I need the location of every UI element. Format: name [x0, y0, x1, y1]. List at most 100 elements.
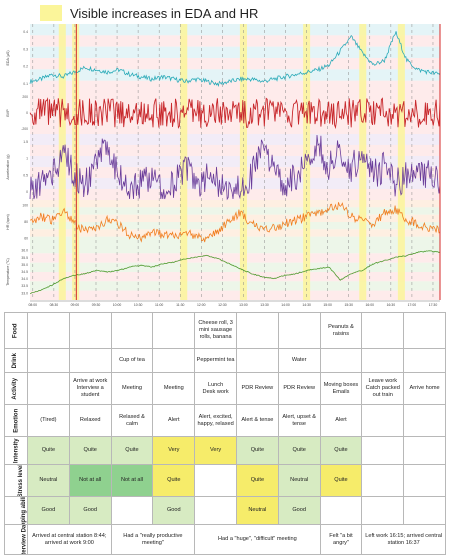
table-cell: Quite	[27, 436, 70, 465]
table-cell	[361, 464, 405, 497]
panel-band	[30, 145, 440, 156]
x-tick-label: 08:00	[29, 303, 38, 307]
table-cell	[68, 312, 112, 349]
y-tick-label: 1.5	[23, 140, 28, 144]
panel-band	[30, 24, 440, 36]
table-cell	[27, 372, 70, 405]
table-row: Interview Data Arrived at central station…	[4, 524, 446, 555]
table-cell: Neutral	[27, 464, 70, 497]
table-cell	[403, 404, 446, 437]
y-tick-label: 1	[26, 157, 28, 161]
y-axis-label: Acceleration (g)	[6, 154, 10, 179]
table-cell: Quite	[235, 436, 279, 465]
row-label: Coping ability	[4, 496, 28, 525]
x-tick-label: 13:00	[239, 303, 248, 307]
y-axis-label: HR (bpm)	[6, 214, 10, 230]
x-tick-label: 16:00	[366, 303, 375, 307]
x-tick-label: 09:00	[71, 303, 80, 307]
row-label: Stress level	[4, 464, 28, 497]
y-tick-label: 200	[22, 95, 28, 99]
y-axis-label: EDA (µS)	[6, 50, 10, 65]
x-tick-label: 17:00	[408, 303, 417, 307]
table-row: Drink Cup of tea Peppermint tea Water	[4, 348, 446, 373]
panel-band	[30, 178, 440, 189]
y-axis-label: BVP	[6, 109, 10, 117]
y-tick-label: 0	[26, 111, 28, 115]
table-cell: Not at all	[68, 464, 112, 497]
table-cell	[403, 436, 446, 465]
table-cell: Cheese roll, 3 mini sausage rolls, banan…	[194, 312, 237, 349]
table-cell: Relaxed & calm	[110, 404, 154, 437]
table-cell: Quite	[319, 464, 363, 497]
y-tick-label: 35.0	[21, 263, 28, 267]
row-label: Food	[4, 312, 28, 349]
panel-band	[30, 222, 440, 230]
table-cell	[403, 312, 446, 349]
table-cell	[403, 348, 446, 373]
x-tick-label: 14:30	[302, 303, 311, 307]
table-cell: Meeting	[110, 372, 154, 405]
series-line	[29, 31, 441, 87]
table-cell	[235, 312, 279, 349]
table-cell	[27, 312, 70, 349]
panel-band	[30, 207, 440, 215]
table-cell	[194, 496, 237, 525]
table-cell: Peanuts & raisins	[319, 312, 363, 349]
table-cell: Cup of tea	[110, 348, 154, 373]
physiological-chart: EDA (µS) 0.4 0.3 0.2 0.1 BVP 200 0 -200 Accelerat…	[6, 24, 441, 307]
row-label-text: Emotion	[13, 408, 20, 433]
x-tick-label: 12:30	[218, 303, 227, 307]
interview-cell: Had a "huge", "difficult" meeting	[194, 524, 321, 555]
row-label-text: Intensity	[13, 438, 20, 463]
highlight-band	[180, 24, 188, 300]
interview-cell: Had a "really productive meeting"	[110, 524, 196, 555]
x-tick-label: 12:00	[197, 303, 206, 307]
y-tick-label: -200	[21, 127, 28, 131]
table-cell: Meeting	[152, 372, 196, 405]
table-cell: Alert, excited, happy, relaxed	[194, 404, 237, 437]
y-tick-label: 100	[22, 203, 28, 207]
table-cell: Very	[152, 436, 196, 465]
panel-band	[30, 156, 440, 167]
row-label-text: Drink	[12, 352, 19, 369]
table-cell: Good	[277, 496, 321, 525]
table-cell	[110, 312, 154, 349]
x-tick-label: 15:30	[344, 303, 353, 307]
x-tick-label: 10:00	[113, 303, 122, 307]
table-cell: Not at all	[110, 464, 154, 497]
legend-swatch	[40, 5, 62, 21]
x-tick-label: 11:00	[155, 303, 163, 307]
table-cell	[277, 312, 321, 349]
y-tick-label: 0.1	[23, 82, 28, 86]
y-tick-label: 60	[24, 237, 28, 241]
table-cell	[361, 496, 405, 525]
table-cell: Arrive home	[403, 372, 446, 405]
y-axis-label: Temperature (°C)	[6, 258, 10, 286]
row-label-text: Activity	[12, 377, 19, 400]
panel-band	[30, 229, 440, 237]
x-tick-label: 14:00	[281, 303, 290, 307]
table-cell: Quite	[277, 436, 321, 465]
row-label: Drink	[4, 348, 28, 373]
table-cell: Relaxed	[68, 404, 112, 437]
y-tick-label: 0.2	[23, 65, 28, 69]
panel-band	[30, 99, 440, 106]
highlight-band	[72, 24, 80, 300]
table-cell: PDR Review	[277, 372, 321, 405]
panel-band	[30, 46, 440, 58]
series-line	[29, 134, 441, 201]
panel-band	[30, 281, 440, 291]
y-tick-label: 34.5	[21, 270, 28, 274]
panel-band	[30, 253, 440, 263]
table-cell	[403, 464, 446, 497]
x-tick-label: 09:30	[92, 303, 101, 307]
table-row: Intensity Quite Quite Quite Very Very Quite Qui…	[4, 436, 446, 465]
x-tick-label: 08:30	[50, 303, 59, 307]
table-cell: Neutral	[235, 496, 279, 525]
y-tick-label: 33.5	[21, 284, 28, 288]
table-cell: Water	[277, 348, 321, 373]
panel-band	[30, 58, 440, 70]
panel-band	[30, 106, 440, 113]
table-cell: Peppermint tea	[194, 348, 237, 373]
legend-label: Visible increases in EDA and HR	[70, 5, 259, 21]
